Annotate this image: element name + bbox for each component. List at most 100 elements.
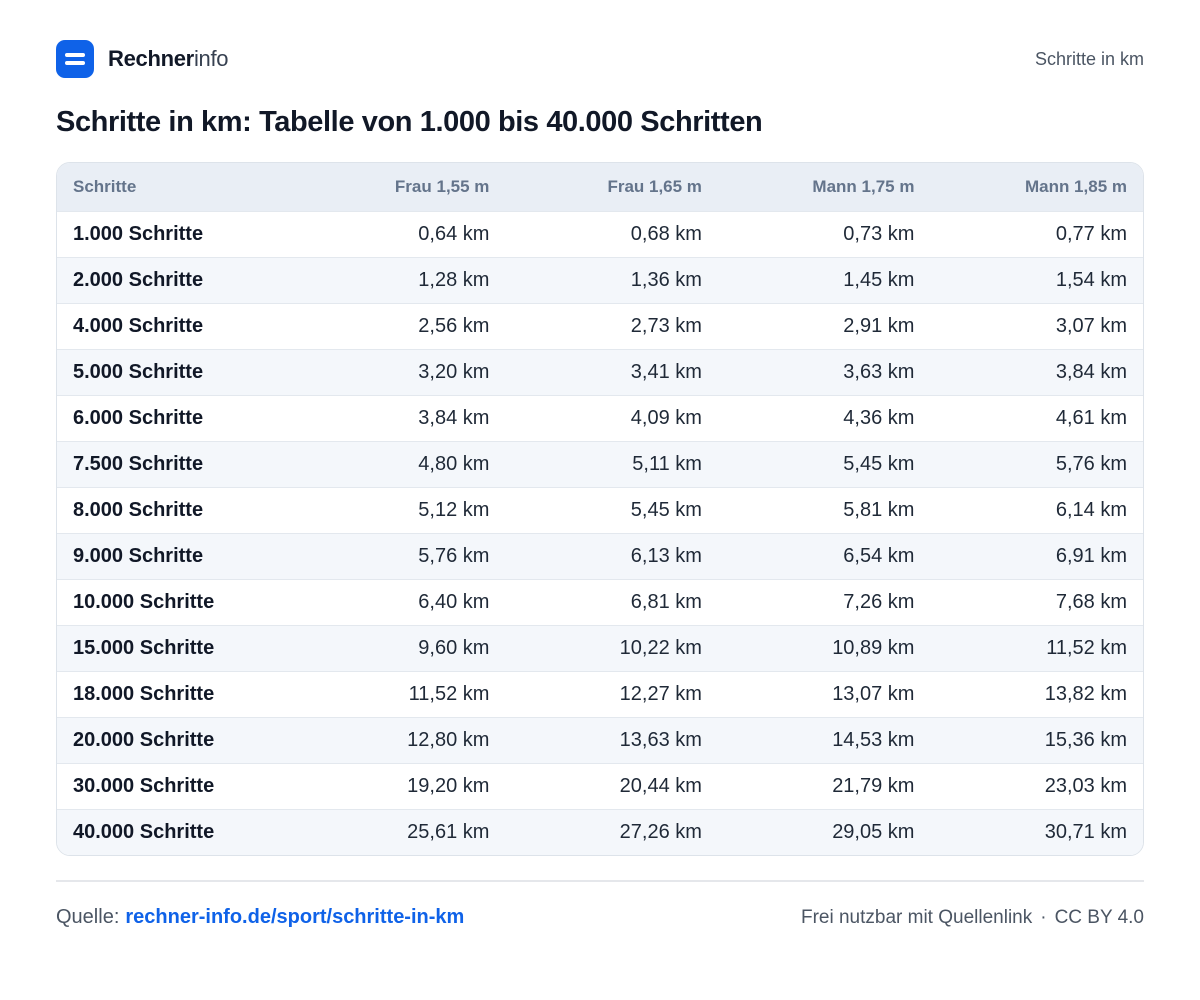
distance-cell: 5,76 km	[1055, 452, 1127, 475]
distance-cell: 1,54 km	[1055, 268, 1127, 291]
separator-dot: ·	[1040, 907, 1047, 928]
distance-cell: 1,45 km	[843, 268, 915, 291]
distance-cell: 5,76 km	[418, 544, 490, 567]
distance-cell: 4,36 km	[843, 406, 915, 429]
distance-cell: 3,63 km	[843, 360, 915, 383]
distance-cell: 27,26 km	[619, 820, 702, 843]
distance-cell: 2,73 km	[630, 314, 702, 337]
table-row: 40.000 Schritte 25,61 km 27,26 km 29,05 km 3…	[57, 809, 1143, 855]
distance-cell: 5,45 km	[630, 498, 702, 521]
distance-cell: 13,63 km	[619, 728, 702, 751]
steps-cell: 1.000 Schritte	[73, 222, 204, 245]
distance-cell: 30,71 km	[1044, 820, 1127, 843]
table-row: 15.000 Schritte 9,60 km 10,22 km 10,89 km 11…	[57, 625, 1143, 671]
conversion-table: Schritte Frau 1,55 m Frau 1,65 m Mann 1,75 …	[57, 163, 1143, 855]
distance-cell: 5,45 km	[843, 452, 915, 475]
usage-text: Frei nutzbar mit Quellenlink	[800, 907, 1033, 928]
footer-divider	[56, 880, 1144, 882]
distance-cell: 1,28 km	[418, 268, 490, 291]
steps-cell: 9.000 Schritte	[73, 544, 204, 567]
steps-cell: 7.500 Schritte	[73, 452, 204, 475]
table-row: 8.000 Schritte 5,12 km 5,45 km 5,81 km 6,14 …	[57, 487, 1143, 533]
steps-cell: 4.000 Schritte	[73, 314, 204, 337]
table-row: 2.000 Schritte 1,28 km 1,36 km 1,45 km 1,54 …	[57, 257, 1143, 303]
table-row: 6.000 Schritte 3,84 km 4,09 km 4,36 km 4,61 …	[57, 395, 1143, 441]
distance-cell: 6,14 km	[1055, 498, 1127, 521]
distance-cell: 1,36 km	[630, 268, 702, 291]
table-row: 4.000 Schritte 2,56 km 2,73 km 2,91 km 3,07 …	[57, 303, 1143, 349]
steps-cell: 2.000 Schritte	[73, 268, 204, 291]
table-row: 7.500 Schritte 4,80 km 5,11 km 5,45 km 5,76 …	[57, 441, 1143, 487]
table-row: 10.000 Schritte 6,40 km 6,81 km 7,26 km 7,68…	[57, 579, 1143, 625]
brand-logo[interactable]: Rechnerinfo	[56, 40, 229, 78]
brand-name-light: info	[193, 46, 229, 71]
brand-name: Rechnerinfo	[108, 46, 229, 72]
table-row: 5.000 Schritte 3,20 km 3,41 km 3,63 km 3,84 …	[57, 349, 1143, 395]
steps-cell: 15.000 Schritte	[73, 636, 215, 659]
distance-cell: 13,82 km	[1044, 682, 1127, 705]
distance-cell: 9,60 km	[418, 636, 490, 659]
distance-cell: 2,91 km	[843, 314, 915, 337]
column-header: Mann 1,75 m	[812, 176, 915, 196]
page-title: Schritte in km: Tabelle von 1.000 bis 40…	[56, 106, 763, 138]
distance-cell: 3,84 km	[418, 406, 490, 429]
distance-cell: 11,52 km	[1046, 636, 1127, 659]
table-row: 20.000 Schritte 12,80 km 13,63 km 14,53 km 1…	[57, 717, 1143, 763]
distance-cell: 20,44 km	[619, 774, 702, 797]
site-header: Rechnerinfo Schritte in km	[56, 40, 1144, 78]
source-label: Quelle:	[56, 906, 120, 928]
steps-cell: 30.000 Schritte	[73, 774, 215, 797]
distance-cell: 25,61 km	[407, 820, 490, 843]
table-row: 30.000 Schritte 19,20 km 20,44 km 21,79 km 2…	[57, 763, 1143, 809]
distance-cell: 29,05 km	[832, 820, 915, 843]
steps-cell: 18.000 Schritte	[73, 682, 215, 705]
brand-name-bold: Rechner	[108, 46, 194, 71]
distance-cell: 5,11 km	[632, 452, 702, 475]
table-row: 1.000 Schritte 0,64 km 0,68 km 0,73 km 0,77 …	[57, 211, 1143, 257]
distance-cell: 21,79 km	[832, 774, 915, 797]
distance-cell: 13,07 km	[832, 682, 915, 705]
distance-cell: 7,68 km	[1055, 590, 1127, 613]
steps-cell: 10.000 Schritte	[73, 590, 215, 613]
steps-cell: 20.000 Schritte	[73, 728, 215, 751]
steps-cell: 40.000 Schritte	[73, 820, 215, 843]
conversion-table-container: Schritte Frau 1,55 m Frau 1,65 m Mann 1,75 …	[56, 162, 1144, 856]
table-body: 1.000 Schritte 0,64 km 0,68 km 0,73 km 0,77 …	[57, 211, 1143, 855]
table-header-row: Schritte Frau 1,55 m Frau 1,65 m Mann 1,75 …	[57, 163, 1143, 211]
column-header: Mann 1,85 m	[1024, 176, 1127, 196]
distance-cell: 23,03 km	[1044, 774, 1127, 797]
distance-cell: 3,20 km	[418, 360, 490, 383]
distance-cell: 2,56 km	[418, 314, 490, 337]
distance-cell: 6,13 km	[630, 544, 702, 567]
distance-cell: 19,20 km	[407, 774, 490, 797]
license-text: CC BY 4.0	[1054, 907, 1144, 928]
distance-cell: 14,53 km	[832, 728, 915, 751]
steps-cell: 6.000 Schritte	[73, 406, 204, 429]
distance-cell: 5,81 km	[843, 498, 915, 521]
table-row: 9.000 Schritte 5,76 km 6,13 km 6,54 km 6,91 …	[57, 533, 1143, 579]
distance-cell: 5,12 km	[418, 498, 490, 521]
column-header: Frau 1,55 m	[394, 176, 490, 196]
header-topic-label: Schritte in km	[1034, 49, 1144, 69]
steps-cell: 8.000 Schritte	[73, 498, 204, 521]
distance-cell: 11,52 km	[408, 682, 490, 705]
table-row: 18.000 Schritte 11,52 km 12,27 km 13,07 km 1…	[57, 671, 1143, 717]
source-link[interactable]: rechner-info.de/sport/schritte-in-km	[125, 906, 465, 928]
distance-cell: 15,36 km	[1044, 728, 1127, 751]
distance-cell: 3,41 km	[630, 360, 702, 383]
steps-cell: 5.000 Schritte	[73, 360, 204, 383]
distance-cell: 10,89 km	[832, 636, 915, 659]
distance-cell: 6,91 km	[1055, 544, 1127, 567]
distance-cell: 4,80 km	[418, 452, 490, 475]
distance-cell: 6,40 km	[418, 590, 490, 613]
source-attribution: Quelle: rechner-info.de/sport/schritte-in…	[56, 906, 464, 929]
distance-cell: 0,77 km	[1055, 222, 1127, 245]
distance-cell: 6,54 km	[843, 544, 915, 567]
distance-cell: 4,09 km	[630, 406, 702, 429]
distance-cell: 0,68 km	[630, 222, 702, 245]
distance-cell: 3,07 km	[1055, 314, 1127, 337]
distance-cell: 12,80 km	[407, 728, 490, 751]
distance-cell: 0,64 km	[418, 222, 490, 245]
distance-cell: 6,81 km	[630, 590, 702, 613]
column-header: Frau 1,65 m	[607, 176, 702, 196]
